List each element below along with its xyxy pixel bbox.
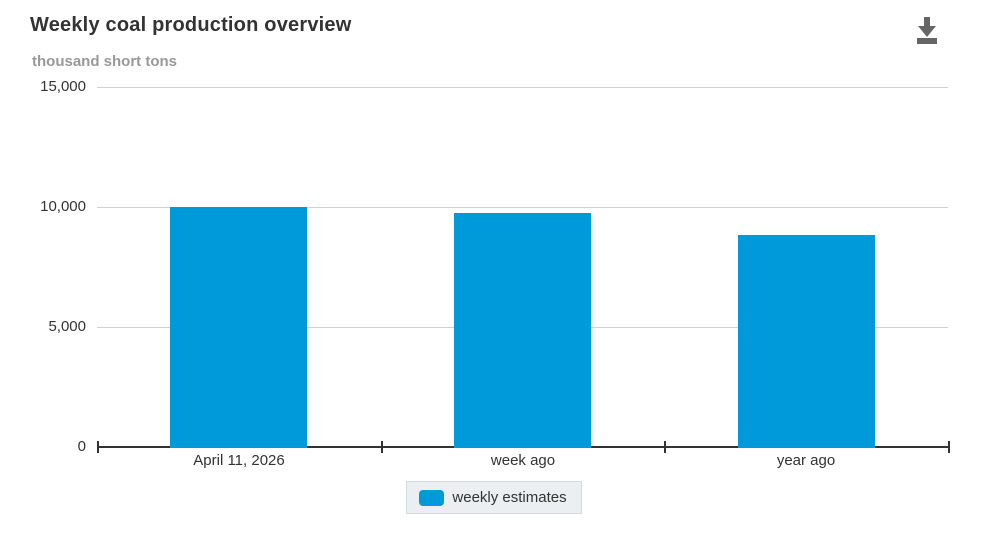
legend-item-weekly-estimates[interactable]: weekly estimates bbox=[406, 481, 582, 514]
bar-april-11-2026[interactable] bbox=[170, 207, 307, 448]
x-axis-tick bbox=[97, 441, 99, 453]
chart-units-subtitle: thousand short tons bbox=[32, 53, 177, 70]
y-axis-label: 5,000 bbox=[48, 318, 86, 335]
legend-label: weekly estimates bbox=[452, 489, 567, 506]
x-axis-label: year ago bbox=[776, 452, 836, 469]
x-axis-label: April 11, 2026 bbox=[193, 452, 285, 469]
y-axis-label: 0 bbox=[77, 438, 86, 455]
gridline bbox=[97, 87, 948, 88]
x-axis-tick bbox=[948, 441, 950, 453]
legend-swatch bbox=[419, 489, 445, 506]
download-button[interactable] bbox=[910, 14, 944, 48]
x-axis-label: week ago bbox=[490, 452, 556, 469]
x-axis-tick bbox=[664, 441, 666, 453]
x-axis-tick bbox=[381, 441, 383, 453]
bar-year-ago[interactable] bbox=[738, 235, 875, 448]
y-axis-label: 10,000 bbox=[40, 198, 86, 215]
chart-title: Weekly coal production overview bbox=[30, 14, 352, 36]
legend: weekly estimates bbox=[0, 481, 988, 514]
bar-week-ago[interactable] bbox=[454, 213, 591, 448]
y-axis-label: 15,000 bbox=[40, 78, 86, 95]
download-icon bbox=[911, 17, 943, 49]
gridline bbox=[97, 207, 948, 208]
